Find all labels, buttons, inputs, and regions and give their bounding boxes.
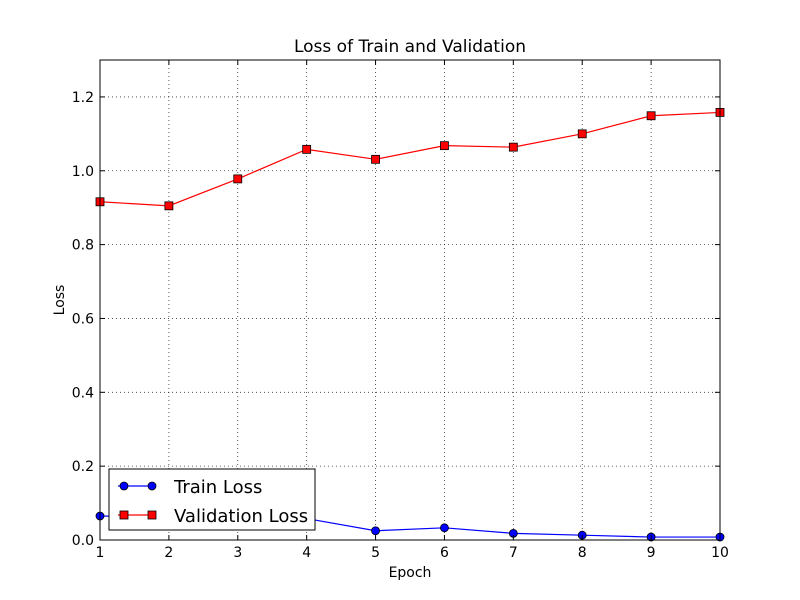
x-tick-label: 1	[96, 545, 105, 561]
y-tick-label: 0.0	[72, 533, 94, 549]
x-tick-label: 8	[578, 545, 587, 561]
x-tick-label: 9	[647, 545, 656, 561]
plot-frame	[99, 59, 721, 541]
legend-marker-right	[147, 510, 157, 520]
y-tick-label: 1.0	[72, 164, 94, 180]
data-point	[371, 154, 380, 164]
x-tick-label: 4	[302, 545, 311, 561]
x-tick-label: 5	[371, 545, 380, 561]
x-tick-label: 2	[164, 545, 173, 561]
data-point	[371, 526, 380, 536]
data-point	[646, 111, 656, 121]
legend-label: Validation Loss	[174, 506, 308, 527]
x-tick-label: 7	[509, 545, 518, 561]
x-tick-label: 6	[440, 545, 449, 561]
legend-label: Train Loss	[173, 477, 262, 498]
x-tick-label: 10	[711, 545, 729, 561]
legend-item: Validation Loss	[118, 506, 308, 527]
legend-marker-left	[119, 481, 129, 491]
series-line	[99, 111, 721, 207]
data-point	[508, 142, 518, 152]
legend-item: Train Loss	[118, 477, 262, 498]
x-axis-label: Epoch	[389, 565, 432, 581]
x-tick-label: 3	[233, 545, 242, 561]
data-point	[302, 144, 312, 154]
y-tick-label: 0.8	[72, 238, 94, 254]
data-point	[233, 174, 243, 184]
legend: Train Loss Validation Loss	[108, 468, 316, 531]
y-tick-label: 0.4	[72, 385, 94, 401]
grid	[100, 60, 720, 540]
legend-box	[108, 468, 316, 531]
plot-area	[100, 60, 720, 540]
legend-marker-left	[119, 510, 129, 520]
data-point	[440, 523, 449, 533]
chart-title: Loss of Train and Validation	[294, 37, 526, 57]
y-axis-label: Loss	[52, 285, 68, 316]
axis-ticks: 1 2 3 4 5 6 7 8 9 10 0.0 0.2 0.4 0.6 0.8 1.0 1.2	[72, 60, 729, 561]
data-point	[440, 141, 449, 151]
y-tick-label: 1.2	[72, 90, 94, 106]
y-tick-label: 0.2	[72, 459, 94, 475]
data-point	[577, 129, 587, 139]
legend-marker-right	[147, 481, 157, 491]
y-tick-label: 0.6	[72, 311, 94, 327]
data-point	[164, 201, 174, 211]
